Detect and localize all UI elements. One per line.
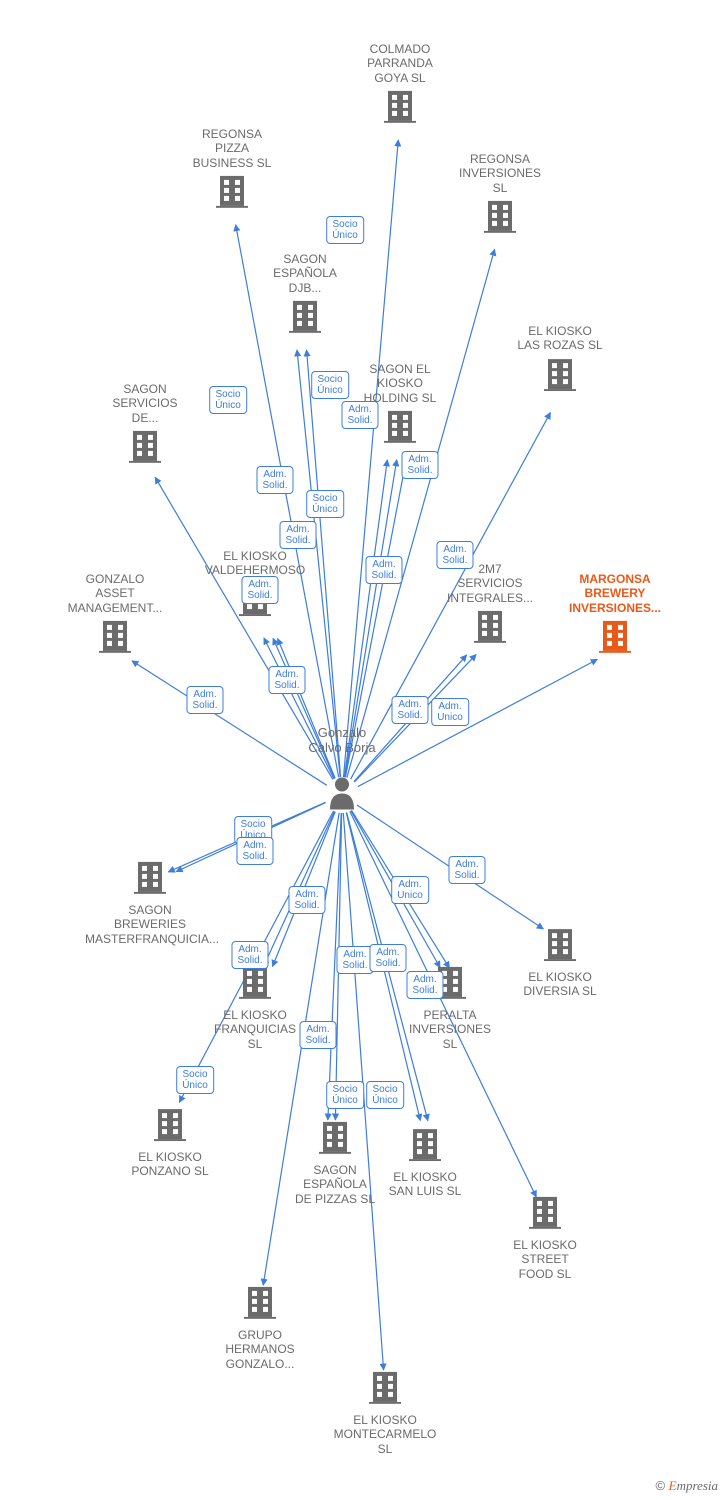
edge-label: Adm. Solid.: [436, 541, 473, 569]
edge-label: Adm. Solid.: [401, 451, 438, 479]
building-icon: [599, 619, 631, 658]
company-label: EL KIOSKO MONTECARMELO SL: [320, 1413, 450, 1456]
company-label: EL KIOSKO VALDEHERMOSO: [190, 549, 320, 578]
edge-label: Adm. Solid.: [268, 666, 305, 694]
company-label: GONZALO ASSET MANAGEMENT...: [50, 572, 180, 615]
edge-label: Adm. Solid.: [406, 971, 443, 999]
building-icon: [369, 1370, 401, 1409]
company-node[interactable]: EL KIOSKO STREET FOOD SL: [480, 1195, 610, 1285]
building-icon: [239, 965, 271, 1004]
company-node[interactable]: EL KIOSKO SAN LUIS SL: [360, 1127, 490, 1203]
edge-label: Adm. Unico: [391, 876, 429, 904]
company-label: SAGON SERVICIOS DE...: [80, 382, 210, 425]
building-icon: [544, 927, 576, 966]
company-label: EL KIOSKO PONZANO SL: [105, 1150, 235, 1179]
company-label: REGONSA INVERSIONES SL: [435, 152, 565, 195]
building-icon: [99, 619, 131, 658]
building-icon: [154, 1107, 186, 1146]
edge-label: Socio Único: [306, 490, 344, 518]
edge-label: Adm. Solid.: [365, 556, 402, 584]
company-node[interactable]: GRUPO HERMANOS GONZALO...: [195, 1285, 325, 1375]
company-node[interactable]: PERALTA INVERSIONES SL: [385, 965, 515, 1055]
edge-label: Adm. Solid.: [288, 886, 325, 914]
edge-label: Adm. Solid.: [336, 946, 373, 974]
company-label: PERALTA INVERSIONES SL: [385, 1008, 515, 1051]
company-node[interactable]: EL KIOSKO PONZANO SL: [105, 1107, 235, 1183]
building-icon: [129, 429, 161, 468]
company-label: REGONSA PIZZA BUSINESS SL: [167, 127, 297, 170]
company-node[interactable]: EL KIOSKO LAS ROZAS SL: [495, 324, 625, 396]
edge-label: Adm. Solid.: [236, 837, 273, 865]
building-icon: [409, 1127, 441, 1166]
edge-label: Adm. Solid.: [448, 856, 485, 884]
edge-label: Adm. Solid.: [256, 466, 293, 494]
edge-label: Adm. Solid.: [369, 944, 406, 972]
edge-label: Socio Único: [326, 216, 364, 244]
company-label: SAGON BREWERIES MASTERFRANQUICIA...: [85, 903, 215, 946]
company-node[interactable]: COLMADO PARRANDA GOYA SL: [335, 42, 465, 128]
company-label: GRUPO HERMANOS GONZALO...: [195, 1328, 325, 1371]
company-label: COLMADO PARRANDA GOYA SL: [335, 42, 465, 85]
building-icon: [244, 1285, 276, 1324]
edge-label: Adm. Solid.: [391, 696, 428, 724]
building-icon: [319, 1120, 351, 1159]
company-label: SAGON EL KIOSKO HOLDING SL: [335, 362, 465, 405]
edge-label: Socio Único: [326, 1081, 364, 1109]
company-node[interactable]: EL KIOSKO MONTECARMELO SL: [320, 1370, 450, 1460]
edge-label: Socio Único: [209, 386, 247, 414]
company-node[interactable]: REGONSA PIZZA BUSINESS SL: [167, 127, 297, 213]
company-node[interactable]: SAGON ESPAÑOLA DJB...: [240, 252, 370, 338]
company-label: EL KIOSKO STREET FOOD SL: [480, 1238, 610, 1281]
edge-label: Adm. Solid.: [241, 576, 278, 604]
building-icon: [384, 409, 416, 448]
building-icon: [289, 299, 321, 338]
company-label: MARGONSA BREWERY INVERSIONES...: [550, 572, 680, 615]
edge-label: Adm. Solid.: [186, 686, 223, 714]
edge-label: Adm. Solid.: [231, 941, 268, 969]
building-icon: [216, 174, 248, 213]
company-node[interactable]: GONZALO ASSET MANAGEMENT...: [50, 572, 180, 658]
company-node[interactable]: REGONSA INVERSIONES SL: [435, 152, 565, 238]
center-person-label: Gonzalo Calvo Borja: [308, 725, 375, 755]
company-node[interactable]: 2M7 SERVICIOS INTEGRALES...: [425, 562, 555, 648]
edge-label: Socio Único: [311, 371, 349, 399]
copyright: © Empresia: [655, 1478, 718, 1494]
edge-label: Adm. Solid.: [299, 1021, 336, 1049]
building-icon: [474, 609, 506, 648]
building-icon: [529, 1195, 561, 1234]
company-node[interactable]: MARGONSA BREWERY INVERSIONES...: [550, 572, 680, 658]
building-icon: [484, 199, 516, 238]
company-node[interactable]: SAGON SERVICIOS DE...: [80, 382, 210, 468]
edge-label: Socio Único: [366, 1081, 404, 1109]
building-icon: [384, 89, 416, 128]
company-node[interactable]: SAGON BREWERIES MASTERFRANQUICIA...: [85, 860, 215, 950]
network-diagram: COLMADO PARRANDA GOYA SL REGONSA PIZZA B…: [0, 0, 728, 1500]
company-label: EL KIOSKO LAS ROZAS SL: [495, 324, 625, 353]
edge-label: Adm. Unico: [431, 698, 469, 726]
building-icon: [134, 860, 166, 899]
person-icon: [327, 776, 357, 815]
edge-label: Socio Único: [176, 1066, 214, 1094]
building-icon: [544, 357, 576, 396]
company-label: SAGON ESPAÑOLA DJB...: [240, 252, 370, 295]
edge-label: Adm. Solid.: [279, 521, 316, 549]
company-label: EL KIOSKO SAN LUIS SL: [360, 1170, 490, 1199]
edge-label: Adm. Solid.: [341, 401, 378, 429]
